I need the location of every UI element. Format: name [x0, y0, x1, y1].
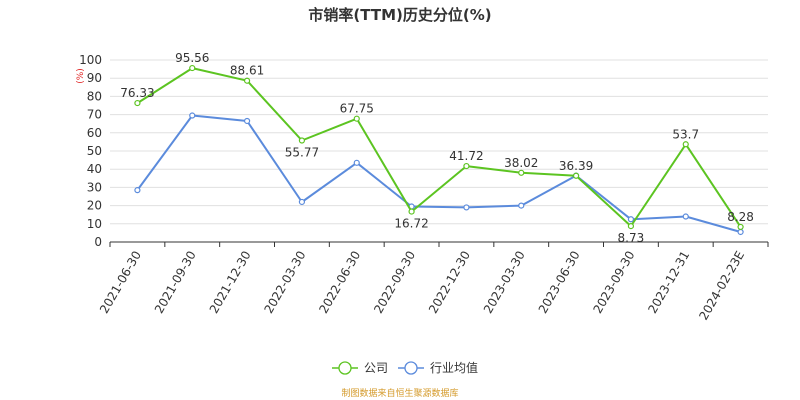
- y-tick-label: 60: [87, 126, 102, 140]
- data-point-industry-average: [627, 216, 635, 223]
- y-tick-label: 80: [87, 89, 102, 103]
- y-tick-label: 20: [87, 199, 102, 213]
- data-point-company: [408, 208, 415, 215]
- data-label-company: 41.72: [449, 149, 483, 163]
- data-point-company: [463, 162, 470, 170]
- y-tick-label: 70: [87, 108, 102, 122]
- y-tick-label: 30: [87, 180, 102, 194]
- y-axis-ticks: 0 10 20 30 40 50 60 70 80 90 100: [79, 53, 102, 249]
- data-point-industry-average: [518, 202, 525, 209]
- y-axis-unit-label: (%): [76, 68, 86, 84]
- data-label-company: 8.28: [727, 210, 754, 224]
- data-labels: 76.33 95.56 88.61 55.77 67.75 16.72 41.72 38.02…: [120, 51, 754, 245]
- data-label-company: 76.33: [120, 86, 154, 100]
- data-point-company: [737, 223, 744, 231]
- data-point-company: [353, 115, 360, 122]
- x-tick-label: 2023-12-31: [645, 249, 692, 316]
- data-point-industry-average: [737, 228, 744, 236]
- legend-swatch-marker: [338, 361, 352, 375]
- data-label-company: 95.56: [175, 51, 209, 65]
- data-point-company: [134, 99, 141, 107]
- data-point-industry-average: [189, 112, 196, 119]
- data-label-company: 38.02: [504, 156, 538, 170]
- legend-swatch-marker: [404, 361, 418, 375]
- data-label-company: 16.72: [394, 217, 428, 231]
- y-tick-label: 50: [87, 144, 102, 158]
- data-point-industry-average: [134, 187, 141, 194]
- data-point-industry-average: [243, 117, 251, 125]
- legend-label: 行业均值: [430, 360, 478, 375]
- y-tick-label: 40: [87, 162, 102, 176]
- legend[interactable]: 公司 行业均值: [332, 360, 478, 375]
- data-point-industry-average: [353, 159, 360, 166]
- x-tick-label: 2022-09-30: [371, 249, 418, 316]
- data-point-company: [572, 172, 580, 179]
- chart-title: 市销率(TTM)历史分位(%): [308, 6, 491, 24]
- series-layer: [134, 64, 744, 236]
- series-line-industry-average: [136, 114, 741, 233]
- data-point-industry-average: [682, 213, 689, 220]
- data-point-company: [189, 64, 196, 72]
- x-tick-label: 2022-12-30: [426, 248, 473, 315]
- legend-label: 公司: [364, 361, 388, 375]
- legend-item-industry-average[interactable]: 行业均值: [398, 360, 478, 375]
- data-label-company: 8.73: [618, 231, 645, 245]
- data-point-company: [627, 223, 635, 230]
- data-point-company: [243, 77, 251, 84]
- data-point-industry-average: [298, 198, 306, 206]
- y-tick-label: 0: [94, 235, 102, 249]
- x-tick-label: 2024-02-23E: [696, 249, 747, 323]
- data-label-company: 36.39: [559, 159, 593, 173]
- data-point-company: [682, 141, 689, 148]
- x-tick-label: 2023-03-30: [481, 249, 528, 316]
- x-tick-label: 2021-09-30: [152, 249, 199, 316]
- x-tick-label: 2021-06-30: [97, 249, 144, 316]
- data-label-company: 88.61: [230, 64, 264, 78]
- x-tick-label: 2022-03-30: [262, 249, 309, 316]
- source-note: 制图数据来自恒生聚源数据库: [341, 387, 458, 399]
- x-tick-label: 2023-09-30: [591, 249, 638, 316]
- y-tick-label: 90: [87, 71, 102, 85]
- x-tick-label: 2023-06-30: [536, 249, 583, 316]
- legend-item-company[interactable]: 公司: [332, 361, 388, 375]
- x-tick-label: 2022-06-30: [316, 249, 363, 316]
- data-label-company: 55.77: [285, 145, 319, 159]
- data-point-company: [518, 169, 525, 176]
- x-tick-label: 2021-12-30: [207, 248, 254, 315]
- y-tick-label: 10: [87, 217, 102, 231]
- data-label-company: 67.75: [340, 102, 374, 116]
- grid-lines: [110, 59, 768, 243]
- data-point-company: [298, 137, 306, 144]
- series-line-company: [136, 67, 742, 228]
- x-axis: 2021-06-30 2021-09-30 2021-12-30 2022-03-30…: [97, 241, 769, 323]
- y-tick-label: 100: [79, 53, 102, 67]
- data-point-industry-average: [463, 204, 470, 211]
- data-label-company: 53.7: [672, 127, 699, 141]
